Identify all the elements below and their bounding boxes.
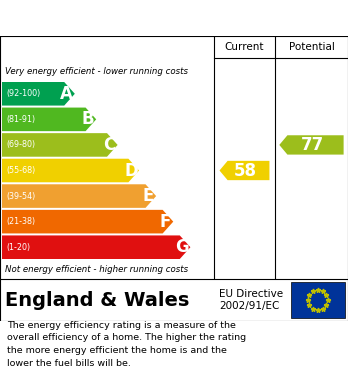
Text: D: D [124, 161, 138, 179]
Polygon shape [279, 135, 343, 154]
Polygon shape [2, 235, 190, 259]
Polygon shape [2, 184, 156, 208]
Polygon shape [2, 108, 96, 131]
Text: C: C [104, 136, 116, 154]
Text: EU Directive
2002/91/EC: EU Directive 2002/91/EC [219, 289, 283, 311]
Text: A: A [61, 85, 73, 103]
Polygon shape [2, 82, 75, 106]
Polygon shape [220, 161, 269, 180]
Text: (39-54): (39-54) [6, 192, 35, 201]
Text: G: G [175, 238, 189, 256]
Text: England & Wales: England & Wales [5, 291, 189, 310]
Text: 58: 58 [234, 161, 257, 179]
Text: E: E [142, 187, 154, 205]
Text: (21-38): (21-38) [6, 217, 35, 226]
Text: (81-91): (81-91) [6, 115, 35, 124]
Text: 77: 77 [301, 136, 324, 154]
Text: (1-20): (1-20) [6, 243, 30, 252]
Text: Not energy efficient - higher running costs: Not energy efficient - higher running co… [5, 265, 188, 274]
Text: B: B [82, 110, 95, 128]
Polygon shape [2, 210, 173, 233]
Text: (69-80): (69-80) [6, 140, 35, 149]
Text: Energy Efficiency Rating: Energy Efficiency Rating [10, 9, 239, 27]
Text: Current: Current [225, 42, 264, 52]
Text: (92-100): (92-100) [6, 89, 40, 98]
Text: Very energy efficient - lower running costs: Very energy efficient - lower running co… [5, 68, 188, 77]
Bar [291, 282, 345, 318]
Polygon shape [2, 133, 118, 157]
Text: Potential: Potential [288, 42, 334, 52]
Polygon shape [2, 159, 139, 182]
Text: F: F [160, 213, 171, 231]
Text: The energy efficiency rating is a measure of the
overall efficiency of a home. T: The energy efficiency rating is a measur… [7, 321, 246, 368]
Text: (55-68): (55-68) [6, 166, 35, 175]
